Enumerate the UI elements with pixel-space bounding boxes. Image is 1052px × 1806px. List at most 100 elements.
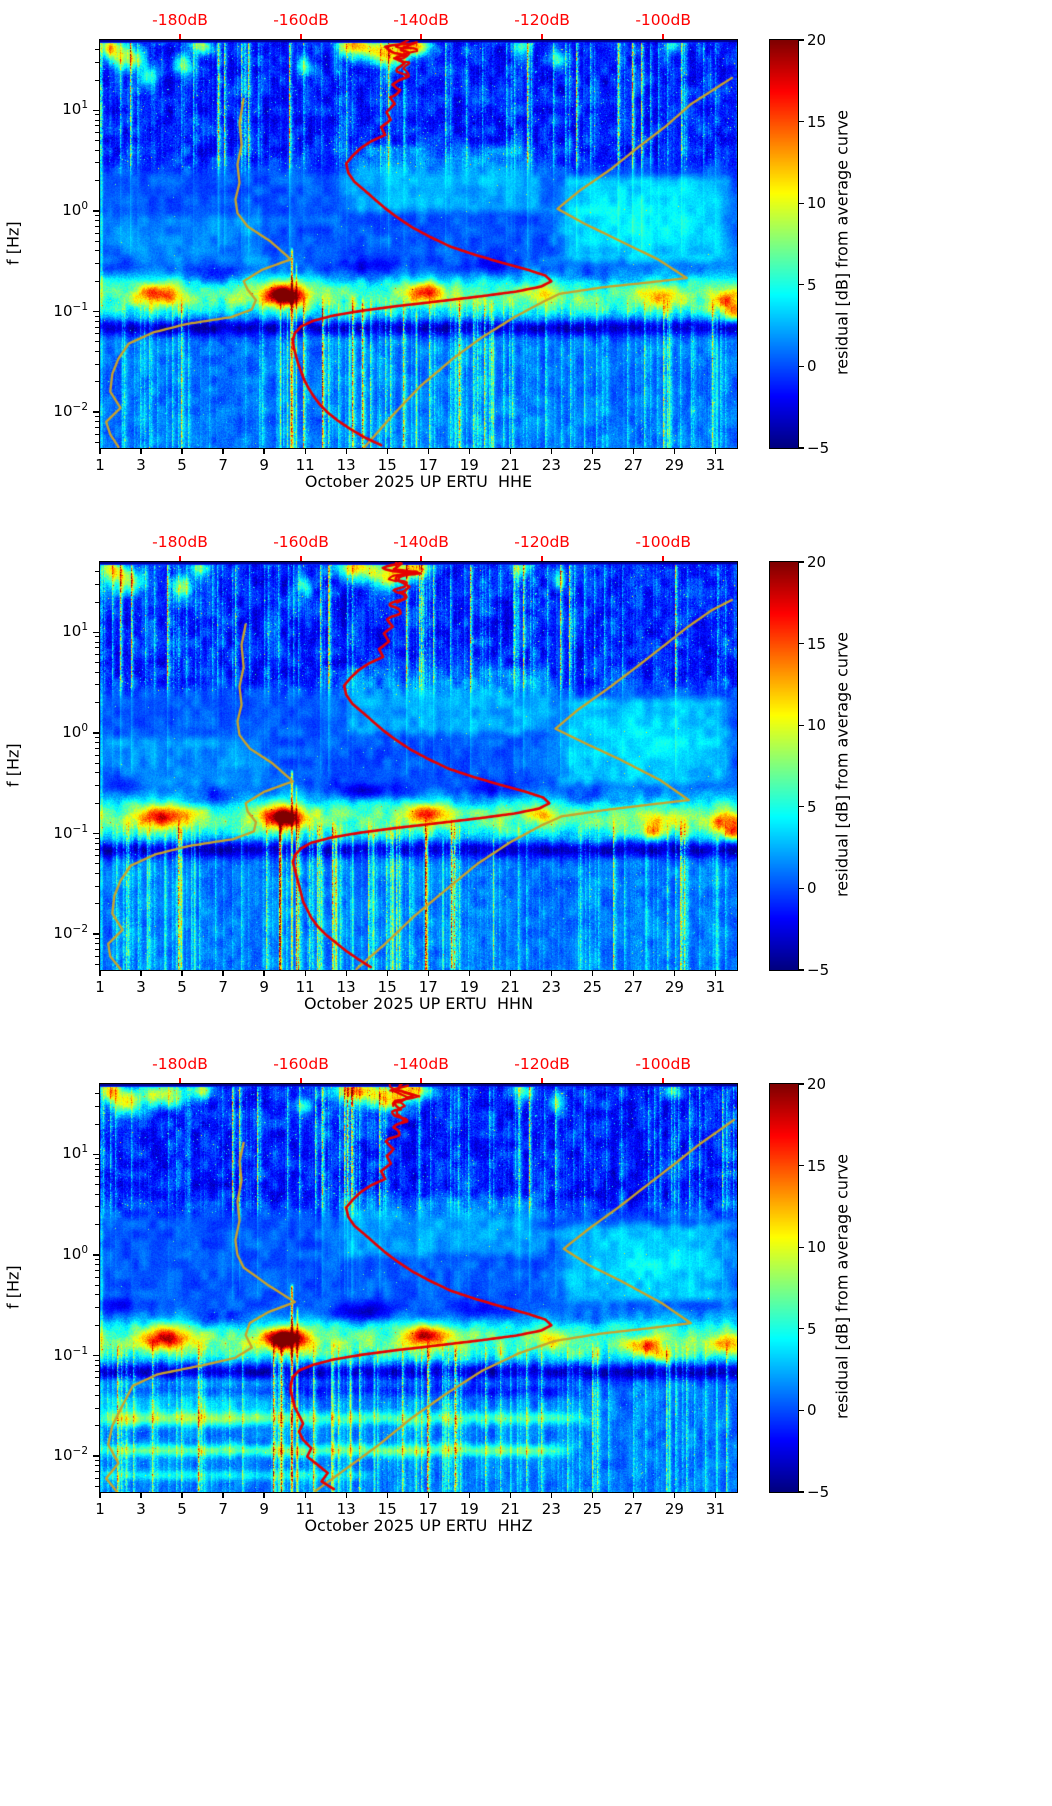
y-tick-base: 10	[53, 1446, 73, 1465]
spectrogram-figure-hhz: -180dB -160dB -140dB -120dB -100dB 1 3 5 7 9 11 13 1…	[0, 1044, 1052, 1566]
top-db-tick-label: -100dB	[635, 1055, 691, 1073]
top-db-tick-label: -160dB	[273, 11, 329, 29]
colorbar-tick	[799, 284, 804, 286]
colorbar-tick	[799, 969, 804, 971]
colorbar-tick-label: 5	[807, 275, 817, 294]
colorbar-tick	[799, 1409, 804, 1412]
top-db-tick-label: -140dB	[393, 533, 449, 551]
colorbar-tick-label: 5	[807, 1319, 817, 1338]
y-tick-exponent: −2	[72, 1445, 88, 1458]
colorbar-tick	[799, 806, 804, 808]
y-tick-base: 10	[62, 1244, 82, 1263]
y-tick-label: 10−1	[28, 301, 88, 321]
y-tick-base: 10	[62, 622, 82, 641]
colorbar-tick	[799, 120, 804, 123]
colorbar-canvas	[770, 40, 798, 448]
colorbar-tick-label: 10	[807, 716, 827, 735]
colorbar-tick	[799, 561, 804, 563]
y-tick-base: 10	[62, 722, 82, 741]
colorbar-tick	[799, 887, 804, 890]
top-db-tick-label: -180dB	[152, 533, 208, 551]
colorbar-tick-label: −5	[807, 439, 830, 457]
y-tick-exponent: 0	[81, 1243, 88, 1256]
top-db-tick-label: -160dB	[273, 1055, 329, 1073]
colorbar-tick	[799, 1164, 804, 1167]
y-tick-exponent: −1	[72, 1344, 88, 1357]
colorbar-label: residual [dB] from average curve	[832, 1154, 852, 1420]
y-tick-exponent: −2	[72, 401, 88, 414]
colorbar-tick	[799, 1328, 804, 1330]
plot-area	[99, 1083, 738, 1493]
y-tick-label: 101	[28, 621, 88, 641]
colorbar-tick	[799, 365, 804, 368]
y-tick-label: 100	[28, 722, 88, 742]
plot-area	[99, 39, 738, 449]
spectrogram-canvas	[100, 1084, 737, 1492]
top-db-tick-label: -100dB	[635, 533, 691, 551]
top-db-tick-label: -120dB	[514, 533, 570, 551]
colorbar-tick-label: 10	[807, 1238, 827, 1257]
y-tick-label: 101	[28, 99, 88, 119]
y-tick-base: 10	[53, 1345, 73, 1364]
colorbar-tick-label: 15	[807, 1156, 827, 1175]
colorbar-tick	[799, 447, 804, 449]
colorbar-tick-label: 5	[807, 797, 817, 816]
y-tick-exponent: −2	[72, 923, 88, 936]
colorbar	[769, 561, 799, 971]
top-db-tick-label: -180dB	[152, 1055, 208, 1073]
y-tick-exponent: 1	[81, 621, 88, 634]
y-axis-label: f [Hz]	[3, 1265, 23, 1309]
spectrogram-canvas	[100, 40, 737, 448]
y-tick-exponent: 1	[81, 1143, 88, 1156]
colorbar-tick-label: 20	[807, 31, 827, 49]
top-db-tick-label: -120dB	[514, 11, 570, 29]
y-tick-label: 101	[28, 1143, 88, 1163]
colorbar-tick-label: 15	[807, 112, 827, 131]
colorbar-tick	[799, 1246, 804, 1248]
y-tick-base: 10	[62, 100, 82, 119]
colorbar-tick-label: −5	[807, 1483, 830, 1501]
colorbar	[769, 39, 799, 449]
colorbar-tick-label: 20	[807, 1075, 827, 1093]
y-tick-base: 10	[62, 1144, 82, 1163]
y-tick-label: 100	[28, 1244, 88, 1264]
colorbar	[769, 1083, 799, 1493]
y-tick-exponent: 1	[81, 99, 88, 112]
colorbar-tick	[799, 39, 804, 41]
y-tick-label: 10−2	[28, 1445, 88, 1465]
y-tick-base: 10	[53, 924, 73, 943]
top-db-tick-label: -100dB	[635, 11, 691, 29]
top-db-tick-label: -180dB	[152, 11, 208, 29]
y-tick-label: 10−2	[28, 923, 88, 943]
colorbar-tick	[799, 1491, 804, 1493]
colorbar-tick-label: 0	[807, 879, 817, 898]
y-tick-label: 10−1	[28, 823, 88, 843]
colorbar-tick	[799, 724, 804, 726]
colorbar-tick	[799, 202, 804, 204]
colorbar-tick-label: 0	[807, 357, 817, 376]
colorbar-tick-label: 15	[807, 634, 827, 653]
colorbar-label: residual [dB] from average curve	[832, 632, 852, 898]
colorbar-tick-label: 20	[807, 553, 827, 571]
y-tick-base: 10	[53, 823, 73, 842]
y-tick-exponent: −1	[72, 822, 88, 835]
y-tick-base: 10	[53, 402, 73, 421]
colorbar-tick-label: −5	[807, 961, 830, 979]
y-axis-label: f [Hz]	[3, 743, 23, 787]
x-axis-label: October 2025 UP ERTU HHZ	[304, 1516, 533, 1535]
colorbar-tick	[799, 642, 804, 645]
colorbar-tick	[799, 1083, 804, 1085]
spectrogram-figure-hhn: -180dB -160dB -140dB -120dB -100dB 1 3 5 7 9 11 13 1…	[0, 522, 1052, 1044]
y-tick-base: 10	[62, 200, 82, 219]
y-tick-exponent: 0	[81, 721, 88, 734]
colorbar-label: residual [dB] from average curve	[832, 110, 852, 376]
colorbar-canvas	[770, 562, 798, 970]
top-db-tick-label: -120dB	[514, 1055, 570, 1073]
y-tick-exponent: 0	[81, 199, 88, 212]
x-axis-label: October 2025 UP ERTU HHN	[303, 994, 534, 1013]
y-tick-base: 10	[53, 301, 73, 320]
spectrogram-figure-hhe: -180dB -160dB -140dB -120dB -100dB 1 3 5 7 9 11 13 1…	[0, 0, 1052, 522]
y-tick-label: 10−1	[28, 1345, 88, 1365]
colorbar-tick-label: 10	[807, 194, 827, 213]
